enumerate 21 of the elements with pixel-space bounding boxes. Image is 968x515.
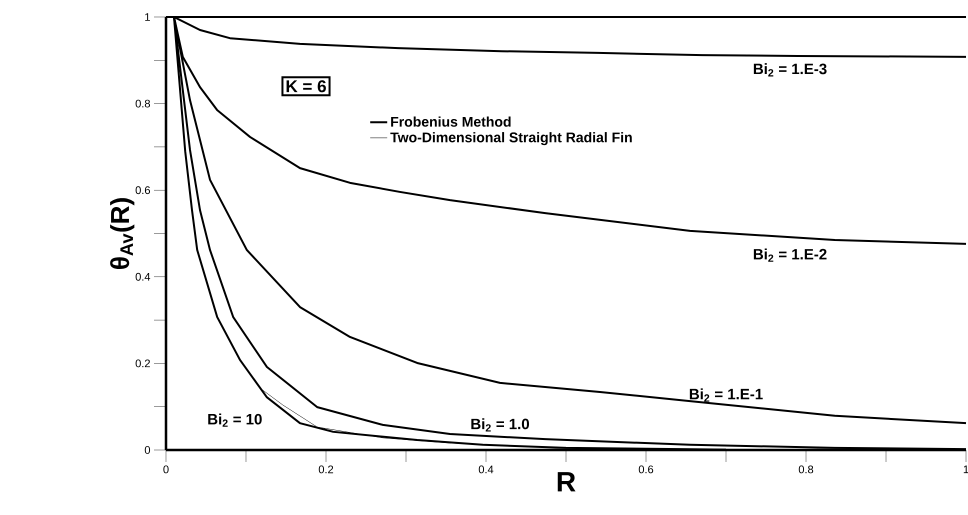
y-tick-label: 0.4 (136, 272, 150, 281)
x-tick-label: 0.4 (478, 466, 494, 474)
y-axis-title: θ$_{Av}$(R) (110, 198, 134, 269)
x-axis-title: R (558, 472, 576, 492)
x-tick-label: 0.8 (798, 466, 814, 474)
x-tick-label: 0.6 (638, 466, 654, 474)
legend-label: Frobenius Method (391, 116, 511, 127)
x-tick-label: 0 (163, 466, 169, 474)
annotation: K = 6 (286, 80, 326, 92)
y-tick-label: 0.8 (136, 100, 150, 108)
y-tick-label: 0 (144, 446, 150, 454)
x-tick-label: 0.2 (318, 466, 334, 474)
annotation: Bi$_{2}$ = 1.E-1 (690, 388, 763, 402)
y-tick-label: 0.6 (136, 186, 150, 194)
y-tick-label: 0.2 (136, 360, 150, 368)
y-tick-label: 1 (145, 13, 150, 21)
annotation: Bi$_{2}$ = 10 (208, 413, 262, 427)
legend-label: Two-Dimensional Straight Radial Fin (390, 132, 632, 146)
annotation: Bi$_{2}$ = 1.E-3 (754, 63, 827, 76)
annotation: Bi$_{2}$ = 1.0 (471, 418, 530, 432)
annotation: Bi$_{2}$ = 1.E-2 (754, 248, 827, 262)
